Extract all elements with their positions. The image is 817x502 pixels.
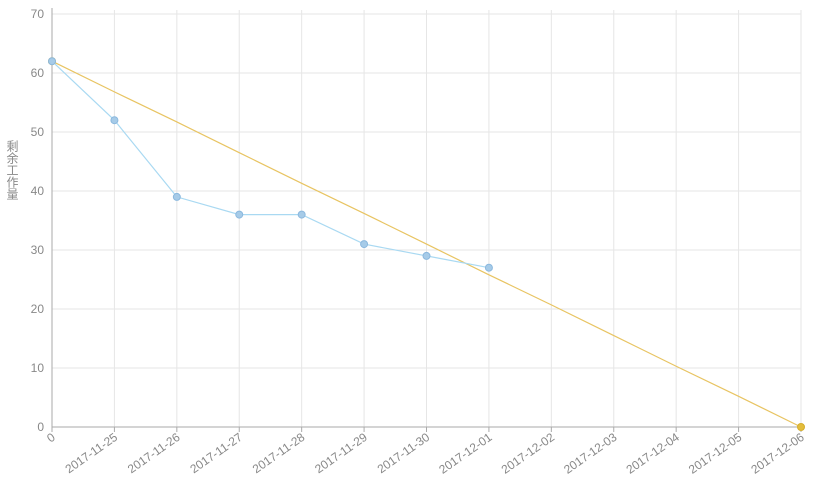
point [360, 240, 369, 249]
y-tick-label: 20 [31, 302, 45, 316]
point [484, 263, 493, 272]
point [235, 210, 244, 219]
point [297, 210, 306, 219]
y-tick-label: 0 [37, 420, 44, 434]
point [422, 251, 431, 260]
x-tick-label: 2017-11-25 [63, 430, 121, 476]
y-tick-label: 50 [31, 125, 45, 139]
y-tick-label: 30 [31, 243, 45, 257]
point [110, 116, 119, 125]
y-tick-label: 70 [31, 7, 45, 21]
x-tick-label: 2017-11-28 [250, 430, 308, 476]
y-axis-label: 剩余工作量 [5, 140, 19, 200]
x-tick-label: 2017-11-29 [312, 430, 370, 476]
x-tick-label: 2017-12-03 [561, 430, 620, 477]
x-tick-label: 0 [44, 430, 58, 445]
y-tick-label: 10 [31, 361, 45, 375]
x-tick-label: 2017-11-30 [375, 430, 433, 476]
y-tick-label: 40 [31, 184, 45, 198]
series-line [51, 60, 802, 428]
point [48, 57, 56, 66]
x-tick-label: 2017-12-05 [686, 430, 745, 477]
point [172, 192, 181, 201]
x-tick-label: 2017-12-06 [748, 430, 807, 477]
x-tick-label: 2017-12-04 [624, 430, 683, 477]
x-tick-label: 2017-11-26 [125, 430, 183, 476]
y-tick-label: 60 [31, 66, 45, 80]
x-tick-label: 2017-11-27 [187, 430, 245, 476]
series-line [51, 60, 490, 269]
point [797, 423, 805, 431]
x-tick-label: 2017-12-02 [499, 430, 558, 477]
x-tick-label: 2017-12-01 [436, 430, 495, 477]
